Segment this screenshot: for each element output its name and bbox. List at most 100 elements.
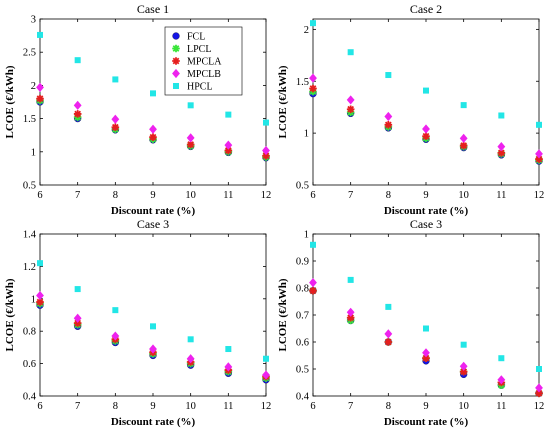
data-point-mpclb: [186, 354, 195, 364]
data-point-mpcla: [73, 319, 82, 327]
chart-panel-4: Case 3 6 7 8 9 10 11 12 0.4 0.5 0.6 0.7 0.8 0.9 1 Disco…: [277, 217, 544, 428]
y-tick-label: 1.5: [23, 114, 36, 125]
y-axis-label: LCOE (€/kWh): [277, 65, 289, 138]
series-fcl: [309, 287, 543, 397]
data-point-mpcla: [535, 155, 543, 163]
data-point-mpclb: [111, 331, 120, 341]
y-tick-label: 0.5: [296, 181, 309, 192]
series-mpclb: [309, 73, 543, 159]
y-tick-label: 3: [31, 15, 36, 26]
data-point-hpcl: [187, 102, 194, 109]
y-tick-label: 1.5: [296, 77, 309, 88]
x-axis-label: Discount rate (%): [111, 205, 196, 217]
data-point-mpclb: [309, 73, 317, 83]
data-point-mpclb: [111, 114, 120, 124]
data-point-hpcl: [460, 341, 467, 348]
data-point-mpcla: [36, 298, 44, 306]
data-point-mpcla: [149, 133, 157, 141]
series-hpcl: [37, 31, 269, 126]
series-lpcl: [36, 299, 270, 382]
y-tick-label: 1: [31, 147, 36, 158]
data-point-mpclb: [497, 375, 506, 385]
y-tick-label: 0.8: [23, 327, 36, 338]
y-tick-label: 0.9: [296, 257, 309, 268]
data-point-mpclb: [346, 307, 355, 317]
data-point-hpcl: [263, 119, 269, 126]
plot-area: [312, 233, 540, 397]
x-tick-label: 6: [310, 190, 315, 201]
chart-title: Case 3: [137, 217, 169, 231]
legend-label-hpcl: HPCL: [187, 82, 213, 93]
data-point-hpcl: [225, 111, 232, 118]
series-fcl: [36, 301, 270, 384]
x-tick-label: 10: [458, 401, 469, 412]
data-point-hpcl: [347, 49, 354, 56]
data-point-mpcla: [73, 110, 82, 118]
x-axis-label: Discount rate (%): [384, 416, 469, 428]
series-hpcl: [37, 260, 269, 362]
data-point-mpclb: [186, 133, 195, 143]
x-tick-label: 6: [37, 401, 42, 412]
series-lpcl: [309, 286, 543, 398]
data-point-hpcl: [423, 87, 429, 94]
data-point-mpcla: [346, 313, 355, 322]
x-tick-label: 8: [386, 190, 391, 201]
data-point-mpclb: [262, 370, 270, 380]
data-point-mpclb: [535, 383, 543, 393]
y-tick-label: 1: [304, 129, 309, 140]
x-tick-label: 11: [223, 190, 233, 201]
data-point-mpcla: [535, 389, 543, 398]
y-axis-label: LCOE (€/kWh): [4, 65, 16, 138]
data-point-hpcl: [150, 90, 156, 97]
data-point-hpcl: [460, 102, 467, 109]
x-tick-label: 9: [423, 190, 428, 201]
data-point-hpcl: [347, 276, 354, 283]
data-point-mpcla: [186, 140, 195, 149]
data-point-mpclb: [73, 313, 82, 323]
data-point-mpcla: [309, 84, 317, 93]
plot-area: [312, 18, 540, 186]
y-tick-label: 0.4: [296, 392, 310, 403]
chart-panel-3: Case 3 6 7 8 9 10 11 12 0.4 0.6 0.8 1 1.2 1.4 Discount…: [4, 217, 271, 428]
data-point-mpcla: [384, 338, 393, 346]
data-point-hpcl: [150, 323, 156, 330]
x-axis-label: Discount rate (%): [111, 416, 196, 428]
data-point-hpcl: [74, 286, 81, 293]
data-point-hpcl: [112, 76, 119, 83]
x-axis-label: Discount rate (%): [384, 205, 469, 217]
chart-title: Case 3: [410, 217, 442, 231]
x-tick-label: 12: [261, 190, 272, 201]
data-point-mpcla: [422, 132, 430, 141]
legend-marker-mpclb: [172, 68, 180, 79]
data-point-mpcla: [422, 354, 430, 362]
data-point-mpcla: [224, 146, 233, 155]
legend-marker-mpcla: [172, 57, 180, 65]
legend-label-mpclb: MPCLB: [187, 69, 221, 80]
data-point-mpclb: [309, 278, 317, 288]
y-tick-label: 0.4: [23, 392, 37, 403]
data-point-hpcl: [112, 307, 119, 314]
data-point-mpcla: [384, 121, 393, 129]
data-point-mpcla: [111, 123, 120, 132]
legend-label-fcl: FCL: [187, 32, 205, 43]
data-point-hpcl: [310, 20, 316, 27]
x-tick-label: 10: [458, 190, 469, 201]
x-tick-label: 9: [150, 190, 155, 201]
data-point-hpcl: [536, 366, 542, 372]
y-tick-label: 0.5: [296, 365, 309, 376]
y-tick-label: 1.2: [23, 262, 36, 273]
y-tick-label: 1.4: [23, 230, 37, 241]
legend-label-lpcl: LPCL: [187, 44, 211, 55]
data-point-hpcl: [498, 112, 505, 119]
data-point-mpclb: [459, 133, 468, 143]
x-tick-label: 8: [113, 401, 118, 412]
chart-title: Case 2: [410, 2, 442, 16]
data-point-mpcla: [459, 141, 468, 150]
y-tick-label: 2: [304, 25, 309, 36]
series-hpcl: [310, 241, 542, 372]
x-tick-label: 11: [496, 401, 506, 412]
x-tick-label: 12: [534, 401, 545, 412]
x-tick-label: 6: [37, 190, 42, 201]
